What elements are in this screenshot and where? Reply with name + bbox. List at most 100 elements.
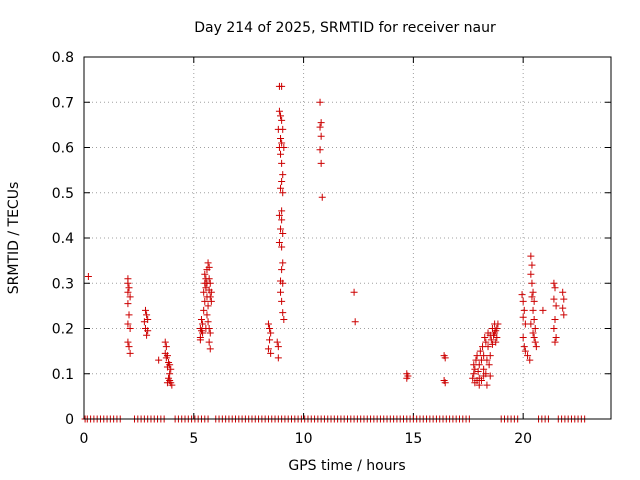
data-point	[317, 159, 325, 167]
data-point	[494, 320, 502, 328]
data-point	[473, 377, 481, 385]
data-point	[480, 372, 488, 380]
data-point	[206, 279, 214, 287]
data-point	[529, 288, 537, 296]
x-tick-label: 10	[295, 431, 313, 447]
data-point	[279, 229, 287, 237]
data-point	[278, 216, 286, 224]
data-point	[278, 116, 286, 124]
data-point	[475, 381, 483, 389]
data-point	[205, 263, 213, 271]
x-tick-label: 5	[189, 431, 198, 447]
data-point	[125, 284, 133, 292]
y-tick-label: 0.7	[52, 95, 74, 111]
y-tick-label: 0.8	[52, 50, 74, 66]
data-point	[441, 354, 449, 362]
data-point	[274, 343, 282, 351]
data-point	[351, 318, 359, 326]
data-point	[143, 311, 151, 319]
data-point	[529, 306, 537, 314]
y-tick-label: 0.6	[52, 141, 74, 157]
data-point	[143, 331, 151, 339]
data-point	[279, 259, 287, 267]
x-axis-label: GPS time / hours	[288, 458, 405, 474]
data-point	[144, 327, 152, 335]
y-tick-label: 0.2	[52, 322, 74, 338]
x-tick-label: 15	[404, 431, 422, 447]
data-point	[167, 365, 175, 373]
data-point	[200, 306, 208, 314]
data-point	[279, 309, 287, 317]
axis-ticks: 0 0.1 0.2 0.3 0.4 0.5 0.6 0.7 0.8 0 5 10 15 20	[52, 50, 611, 447]
data-point	[528, 261, 536, 269]
data-point	[124, 320, 132, 328]
data-point	[482, 338, 490, 346]
data-point	[162, 343, 170, 351]
data-point	[264, 320, 272, 328]
data-point	[531, 338, 539, 346]
data-point	[528, 279, 536, 287]
data-point	[278, 159, 286, 167]
data-point	[275, 239, 283, 247]
data-point	[318, 193, 326, 201]
data-point	[280, 315, 288, 323]
data-point	[278, 82, 286, 90]
x-tick-label: 20	[514, 431, 532, 447]
data-point	[168, 381, 176, 389]
data-point	[163, 379, 171, 387]
data-point	[207, 288, 215, 296]
data-point	[530, 315, 538, 323]
data-point	[125, 343, 133, 351]
data-point	[277, 112, 285, 120]
data-point	[524, 352, 532, 360]
data-point	[206, 329, 214, 337]
data-point	[267, 349, 275, 357]
data-point	[161, 338, 169, 346]
data-point	[560, 295, 568, 303]
data-point	[201, 297, 209, 305]
y-tick-label: 0.5	[52, 186, 74, 202]
data-point	[532, 343, 540, 351]
data-point	[560, 311, 568, 319]
data-point	[551, 338, 559, 346]
data-point	[559, 304, 567, 312]
data-point	[279, 279, 287, 287]
data-point	[550, 295, 558, 303]
data-point	[266, 336, 274, 344]
data-point	[551, 315, 559, 323]
data-point	[200, 288, 208, 296]
data-point	[202, 325, 210, 332]
data-point	[317, 132, 325, 140]
data-point	[527, 270, 535, 278]
data-point	[278, 139, 286, 147]
data-point	[126, 325, 134, 332]
data-point	[140, 318, 148, 326]
data-point	[530, 334, 538, 342]
data-point	[528, 293, 536, 301]
data-point	[474, 367, 482, 375]
data-point	[493, 334, 501, 342]
data-point	[162, 354, 170, 362]
data-point	[480, 365, 488, 373]
data-point	[316, 146, 324, 154]
data-point	[277, 288, 285, 296]
data-point	[206, 345, 214, 353]
data-point	[206, 293, 214, 301]
y-tick-label: 0.1	[52, 367, 74, 383]
data-point	[483, 356, 491, 364]
data-point	[519, 313, 527, 321]
data-points	[81, 82, 589, 423]
data-point	[197, 327, 205, 335]
data-point	[277, 225, 285, 233]
data-point	[201, 270, 209, 278]
data-point	[480, 352, 488, 360]
data-point	[278, 243, 286, 251]
data-point	[277, 184, 285, 192]
data-point	[278, 207, 286, 215]
data-point	[204, 302, 212, 310]
data-point	[126, 349, 134, 357]
data-point	[539, 306, 547, 314]
data-point	[275, 211, 283, 219]
data-point	[124, 288, 132, 296]
